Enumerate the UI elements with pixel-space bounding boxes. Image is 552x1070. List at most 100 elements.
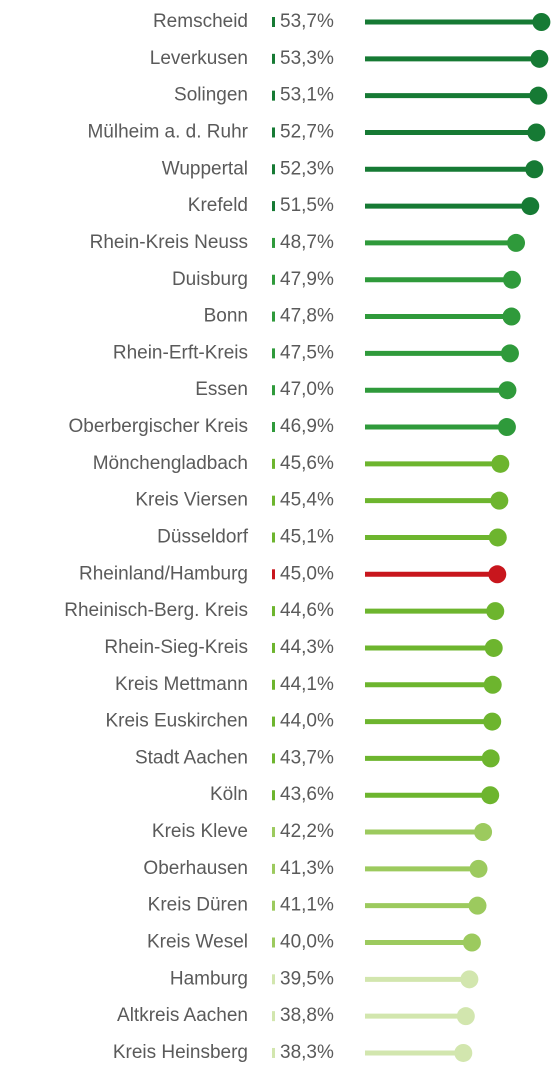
value-label: 47,0%: [280, 379, 334, 400]
tick: [272, 127, 275, 138]
tick: [272, 237, 275, 248]
tick: [272, 974, 275, 985]
value-label: 44,0%: [280, 711, 334, 732]
tick: [272, 1011, 275, 1022]
dot: [507, 233, 526, 252]
dot: [527, 123, 546, 142]
tick: [272, 422, 275, 433]
tick: [272, 606, 275, 617]
category-label: Kreis Wesel: [147, 932, 248, 953]
value-label: 47,5%: [280, 342, 334, 363]
category-label: Rhein-Erft-Kreis: [113, 342, 248, 363]
dot: [525, 160, 544, 179]
value-label: 41,1%: [280, 895, 334, 916]
category-label: Düsseldorf: [157, 526, 249, 547]
value-label: 52,7%: [280, 121, 334, 142]
category-label: Mönchengladbach: [93, 453, 248, 474]
value-label: 53,1%: [280, 85, 334, 106]
value-label: 53,3%: [280, 48, 334, 69]
dot: [521, 197, 540, 216]
dot: [498, 381, 517, 400]
value-label: 39,5%: [280, 968, 334, 989]
category-label: Solingen: [174, 85, 248, 106]
tick: [272, 1047, 275, 1058]
value-label: 42,2%: [280, 821, 334, 842]
tick: [272, 164, 275, 175]
category-label: Kreis Heinsberg: [113, 1042, 248, 1063]
category-label: Rheinland/Hamburg: [79, 563, 248, 584]
category-label: Hamburg: [170, 968, 248, 989]
tick: [272, 753, 275, 764]
tick: [272, 17, 275, 27]
category-label: Kreis Düren: [148, 895, 248, 916]
value-label: 41,3%: [280, 858, 334, 879]
value-label: 40,0%: [280, 932, 334, 953]
dot: [456, 1007, 475, 1026]
dot: [486, 602, 505, 621]
tick: [272, 201, 275, 212]
value-label: 53,7%: [280, 11, 334, 32]
value-label: 47,8%: [280, 306, 334, 327]
value-label: 38,8%: [280, 1005, 334, 1026]
value-label: 44,3%: [280, 637, 334, 658]
tick: [272, 679, 275, 690]
category-label: Rhein-Kreis Neuss: [90, 232, 248, 253]
dot: [454, 1043, 473, 1062]
category-label: Kreis Viersen: [135, 490, 248, 511]
category-label: Mülheim a. d. Ruhr: [87, 121, 248, 142]
value-label: 45,6%: [280, 453, 334, 474]
dot: [502, 270, 521, 289]
tick: [272, 532, 275, 543]
tick: [272, 458, 275, 469]
value-label: 48,7%: [280, 232, 334, 253]
value-label: 43,7%: [280, 747, 334, 768]
dot: [497, 418, 516, 437]
tick: [272, 937, 275, 948]
tick: [272, 642, 275, 653]
tick: [272, 90, 275, 101]
value-label: 46,9%: [280, 416, 334, 437]
value-label: 43,6%: [280, 784, 334, 805]
dot: [460, 970, 479, 989]
tick: [272, 53, 275, 64]
category-label: Rhein-Sieg-Kreis: [104, 637, 248, 658]
category-label: Essen: [195, 379, 248, 400]
tick: [272, 311, 275, 322]
category-label: Duisburg: [172, 269, 248, 290]
category-label: Köln: [210, 784, 248, 805]
value-label: 44,1%: [280, 674, 334, 695]
category-label: Remscheid: [153, 11, 248, 32]
dot: [488, 528, 507, 547]
dot: [500, 344, 519, 363]
dot: [491, 454, 510, 473]
dot: [502, 307, 521, 326]
value-label: 52,3%: [280, 158, 334, 179]
tick: [272, 863, 275, 874]
tick: [272, 900, 275, 911]
tick: [272, 716, 275, 727]
value-label: 45,1%: [280, 526, 334, 547]
dot: [490, 491, 509, 510]
category-label: Oberhausen: [143, 858, 248, 879]
dot: [481, 749, 500, 768]
tick: [272, 827, 275, 838]
tick: [272, 790, 275, 801]
tick: [272, 385, 275, 396]
category-label: Kreis Kleve: [152, 821, 248, 842]
category-label: Bonn: [204, 306, 248, 327]
dot: [532, 13, 551, 31]
dot: [483, 675, 502, 694]
dot: [484, 638, 503, 657]
value-label: 45,4%: [280, 490, 334, 511]
dot: [483, 712, 502, 731]
value-label: 47,9%: [280, 269, 334, 290]
category-label: Wuppertal: [162, 158, 248, 179]
value-label: 45,0%: [280, 563, 334, 584]
category-label: Krefeld: [188, 195, 248, 216]
category-label: Stadt Aachen: [135, 747, 248, 768]
tick: [272, 274, 275, 285]
dot: [468, 896, 487, 915]
dot: [481, 786, 500, 805]
value-label: 44,6%: [280, 600, 334, 621]
